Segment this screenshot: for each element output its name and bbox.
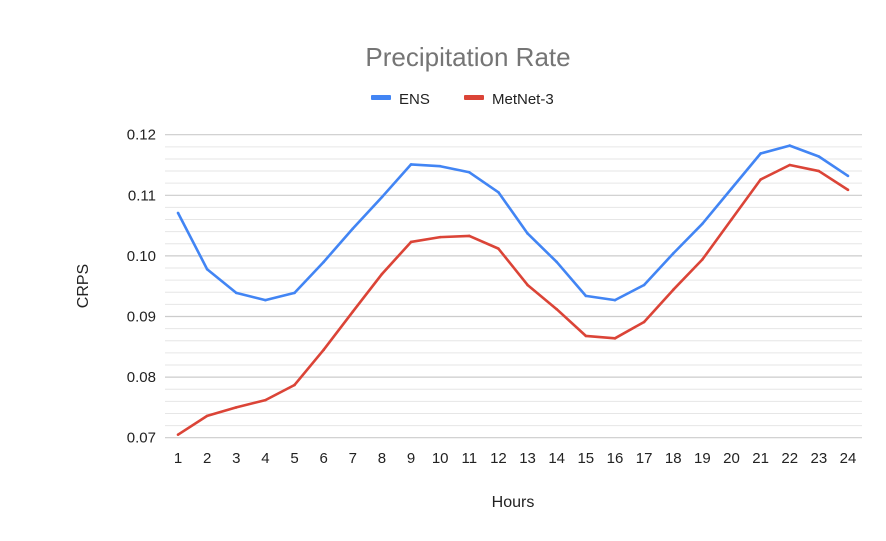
data-point	[701, 222, 704, 226]
data-point	[293, 291, 296, 295]
x-tick-label: 13	[519, 450, 536, 467]
data-point	[176, 211, 180, 215]
data-point	[205, 414, 209, 418]
data-point	[409, 240, 413, 244]
data-point	[759, 152, 762, 155]
x-tick-label: 1	[174, 450, 182, 467]
x-tick-label: 19	[694, 450, 711, 467]
data-point	[234, 291, 238, 295]
data-point	[817, 169, 821, 173]
x-axis-ticks: 1 2 3 4 5 6 7 8 9 10 11 12 13 14 15 16 17 18 19 20 21 22 23 24	[174, 450, 857, 467]
data-point	[671, 288, 675, 292]
data-point	[234, 406, 238, 409]
data-point	[730, 218, 733, 221]
data-point	[293, 383, 296, 387]
y-axis-label: CRPS	[75, 264, 92, 308]
x-tick-label: 7	[349, 450, 357, 467]
data-point	[438, 235, 442, 239]
x-tick-label: 24	[840, 450, 857, 467]
gridlines	[165, 134, 862, 439]
data-point	[380, 195, 384, 199]
x-tick-label: 14	[548, 450, 565, 467]
data-point	[817, 155, 821, 158]
y-tick-label: 0.11	[128, 187, 156, 204]
data-point	[555, 307, 558, 311]
x-axis-label: Hours	[492, 494, 535, 511]
x-tick-label: 16	[607, 450, 624, 467]
y-tick-label: 0.09	[127, 309, 156, 326]
data-point	[759, 178, 762, 181]
x-tick-label: 23	[811, 450, 828, 467]
chart-title: Precipitation Rate	[365, 42, 570, 72]
data-point	[613, 337, 617, 340]
data-point	[584, 334, 588, 338]
x-tick-label: 9	[407, 450, 415, 467]
data-point	[642, 320, 646, 324]
data-point	[205, 267, 209, 271]
data-point	[351, 310, 355, 313]
data-point	[264, 398, 267, 402]
y-tick-label: 0.12	[127, 127, 156, 144]
x-tick-label: 6	[319, 450, 327, 467]
x-tick-label: 5	[290, 450, 298, 467]
series-line-metnet-3	[177, 163, 849, 436]
data-point	[788, 144, 792, 147]
data-point	[846, 188, 850, 192]
data-point	[468, 170, 471, 174]
x-tick-label: 11	[462, 450, 478, 467]
data-point	[468, 234, 471, 238]
data-point	[642, 283, 646, 287]
x-tick-label: 15	[577, 450, 594, 467]
legend: ENS MetNet-3	[371, 91, 554, 108]
data-point	[409, 163, 413, 166]
x-tick-label: 20	[723, 450, 740, 467]
y-tick-label: 0.10	[127, 248, 156, 265]
x-tick-label: 10	[432, 450, 449, 467]
data-point	[497, 247, 500, 250]
y-tick-label: 0.08	[127, 369, 156, 386]
x-tick-label: 2	[203, 450, 211, 467]
data-point	[380, 272, 384, 276]
x-tick-label: 17	[636, 450, 653, 467]
data-point	[584, 294, 588, 298]
data-point	[846, 174, 850, 178]
data-point	[264, 298, 267, 302]
series-line-ens	[176, 144, 849, 302]
data-point	[555, 260, 558, 264]
x-tick-label: 4	[261, 450, 269, 467]
y-axis-ticks: 0.07 0.08 0.09 0.10 0.11 0.12	[127, 127, 156, 447]
data-point	[351, 227, 355, 230]
x-tick-label: 3	[232, 450, 240, 467]
data-point	[497, 190, 500, 194]
legend-swatch	[464, 95, 484, 100]
data-point	[526, 232, 529, 235]
series-lines	[176, 144, 850, 436]
legend-label: ENS	[399, 91, 430, 108]
data-point	[322, 348, 325, 352]
x-tick-label: 21	[752, 450, 769, 467]
data-point	[788, 163, 792, 167]
legend-swatch	[371, 95, 391, 100]
x-tick-label: 22	[781, 450, 798, 467]
data-point	[322, 260, 325, 264]
x-tick-label: 12	[490, 450, 507, 467]
data-point	[438, 164, 442, 168]
x-tick-label: 18	[665, 450, 682, 467]
data-point	[613, 298, 617, 302]
data-point	[176, 433, 180, 436]
data-point	[701, 258, 704, 261]
data-point	[671, 252, 675, 255]
legend-label: MetNet-3	[492, 91, 554, 108]
y-tick-label: 0.07	[127, 430, 156, 447]
data-point	[730, 187, 733, 190]
data-point	[526, 283, 529, 287]
x-tick-label: 8	[378, 450, 386, 467]
